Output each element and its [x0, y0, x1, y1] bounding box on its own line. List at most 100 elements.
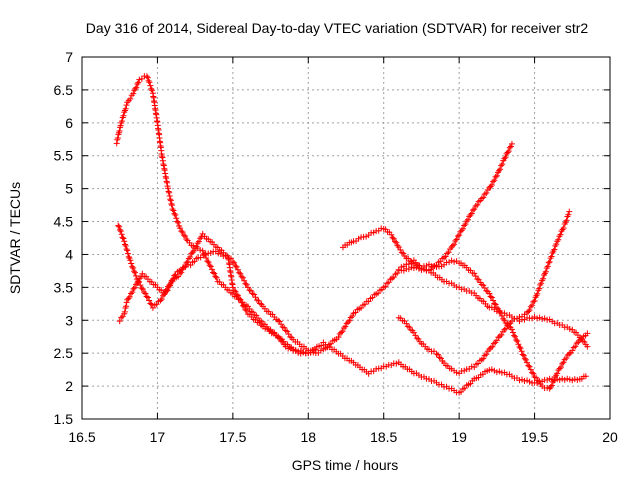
data-point — [513, 315, 520, 322]
data-point — [453, 369, 460, 376]
plot-frame — [81, 56, 611, 420]
data-point — [236, 269, 243, 276]
data-point — [120, 235, 127, 242]
data-point — [491, 300, 498, 307]
data-point — [540, 275, 547, 282]
data-point — [475, 198, 482, 205]
data-point — [448, 257, 455, 264]
data-point — [515, 341, 522, 348]
data-point — [446, 259, 453, 266]
data-point — [530, 298, 537, 305]
data-point — [527, 303, 534, 310]
y-tick-label: 4.5 — [54, 214, 74, 230]
data-point — [480, 355, 487, 362]
x-tick-label: 17.5 — [219, 429, 246, 445]
data-point — [183, 236, 190, 243]
data-point — [488, 366, 495, 373]
data-point — [157, 297, 164, 304]
data-point — [130, 265, 137, 272]
data-point — [355, 235, 362, 242]
data-point — [438, 263, 445, 270]
data-point — [521, 378, 528, 385]
data-point — [526, 307, 533, 314]
data-point — [488, 182, 495, 189]
data-point — [496, 333, 503, 340]
data-point — [166, 193, 173, 200]
data-points — [113, 73, 591, 396]
x-tick-label: 19.5 — [521, 429, 548, 445]
data-point — [284, 328, 291, 335]
data-point — [555, 236, 562, 243]
data-point — [182, 233, 189, 240]
data-point — [231, 287, 238, 294]
data-point — [474, 201, 481, 208]
data-point — [136, 279, 143, 286]
data-point — [210, 269, 217, 276]
data-point — [117, 228, 124, 235]
data-point — [146, 297, 153, 304]
data-point — [179, 229, 186, 236]
data-point — [177, 225, 184, 232]
data-point — [546, 375, 553, 382]
data-point — [472, 203, 479, 210]
data-point — [452, 237, 459, 244]
data-point — [498, 331, 505, 338]
data-point — [534, 315, 541, 322]
data-point — [529, 315, 536, 322]
data-point — [138, 285, 145, 292]
data-point — [390, 235, 397, 242]
data-point — [493, 304, 500, 311]
x-tick-label: 19 — [451, 429, 467, 445]
y-tick-labels: 1.5 2 2.5 3 3.5 4 4.5 5 5.5 6 6.5 7 — [54, 49, 74, 427]
data-point — [495, 305, 502, 312]
data-point — [167, 196, 174, 203]
data-point — [174, 218, 181, 225]
data-point — [512, 333, 519, 340]
data-point — [451, 241, 458, 248]
data-point — [178, 228, 185, 235]
data-point — [536, 285, 543, 292]
data-point — [165, 188, 172, 195]
data-point — [121, 238, 128, 245]
data-point — [393, 239, 400, 246]
data-point — [389, 234, 396, 241]
data-point — [404, 323, 411, 330]
data-point — [493, 172, 500, 179]
data-point — [148, 85, 155, 92]
data-point — [143, 293, 150, 300]
data-point — [474, 275, 481, 282]
data-point — [232, 262, 239, 269]
data-point — [297, 350, 304, 357]
data-point — [143, 73, 150, 80]
data-point — [392, 238, 399, 245]
data-point — [548, 382, 555, 389]
data-point — [194, 240, 201, 247]
data-point — [363, 233, 370, 240]
data-point — [195, 238, 202, 245]
data-point — [463, 218, 470, 225]
data-point — [287, 345, 294, 352]
data-point — [113, 140, 120, 147]
data-point — [338, 329, 345, 336]
data-point — [123, 303, 130, 310]
data-point — [285, 331, 292, 338]
data-point — [483, 351, 490, 358]
data-point — [161, 291, 168, 298]
data-point — [467, 211, 474, 218]
x-tick-label: 17 — [150, 429, 166, 445]
data-point — [480, 194, 487, 201]
data-point — [489, 343, 496, 350]
data-point — [538, 280, 545, 287]
data-point — [126, 293, 133, 300]
data-point-track-1 — [582, 373, 589, 380]
x-tick-label: 18.5 — [370, 429, 397, 445]
data-point — [527, 366, 534, 373]
data-point — [536, 314, 543, 321]
data-point — [518, 348, 525, 355]
data-point — [413, 335, 420, 342]
data-point — [166, 189, 173, 196]
data-point — [451, 258, 458, 265]
data-point — [481, 285, 488, 292]
data-point — [250, 291, 257, 298]
y-axis-label: SDTVAR / TECUs — [7, 182, 23, 294]
